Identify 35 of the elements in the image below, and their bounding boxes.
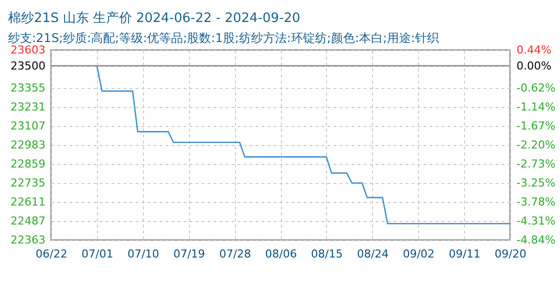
x-tick-label: 08/24 (356, 248, 389, 260)
y2-tick-label: 0.00% (516, 59, 552, 72)
y-tick-label: 22983 (10, 138, 46, 152)
y-tick-label: 22363 (10, 234, 46, 246)
x-tick-label: 08/06 (265, 248, 297, 260)
y2-tick-label: -4.31% (516, 214, 556, 228)
x-tick-label: 07/28 (219, 248, 251, 260)
x-tick-label: 07/19 (173, 248, 206, 260)
y2-tick-label: -0.62% (516, 82, 556, 95)
y-tick-label: 23355 (10, 82, 46, 94)
x-tick-label: 09/02 (402, 248, 435, 260)
chart-title: 棉纱21S 山东 生产价 2024-06-22 - 2024-09-20 (8, 11, 300, 26)
y-tick-label: 22859 (10, 158, 46, 170)
chart-subtitle: 纱支:21S;纱质:高配;等级:优等品;股数:1股;纺纱方法:环锭纺;颜色:本白;用途:针织 (8, 31, 440, 45)
y-tick-label: 23231 (10, 100, 46, 114)
x-tick-label: 07/10 (127, 248, 160, 260)
x-tick-label: 07/01 (82, 248, 114, 260)
y2-tick-label: 0.44% (516, 44, 552, 56)
y2-tick-label: -2.73% (516, 158, 556, 171)
y-tick-label: 23500 (10, 59, 46, 72)
x-tick-label: 06/22 (36, 248, 68, 260)
y2-tick-label: -1.14% (516, 100, 556, 114)
y2-tick-label: -2.20% (516, 138, 556, 152)
x-tick-label: 09/11 (448, 248, 480, 260)
y-tick-label: 22611 (10, 196, 46, 208)
x-tick-label: 08/15 (311, 248, 343, 260)
y2-tick-label: -4.84% (516, 234, 556, 246)
y-tick-label: 22487 (10, 214, 46, 228)
y2-tick-label: -3.25% (516, 176, 556, 190)
y-tick-label: 22735 (10, 176, 46, 190)
y2-tick-label: -3.78% (516, 195, 556, 208)
y-tick-label: 23603 (10, 44, 46, 56)
x-tick-label: 09/20 (494, 248, 526, 260)
y2-tick-label: -1.67% (516, 119, 556, 132)
y-tick-label: 23107 (10, 120, 46, 132)
